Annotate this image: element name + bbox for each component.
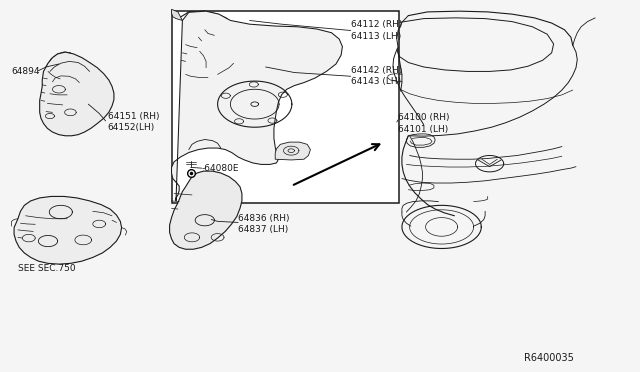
Text: 64894: 64894	[12, 67, 40, 76]
Text: 64836 (RH)
64837 (LH): 64836 (RH) 64837 (LH)	[238, 214, 289, 234]
Text: 64151 (RH)
64152(LH): 64151 (RH) 64152(LH)	[108, 112, 159, 132]
Polygon shape	[14, 196, 122, 264]
Polygon shape	[46, 52, 74, 71]
Text: 64142 (RH)
64143 (LH): 64142 (RH) 64143 (LH)	[351, 66, 402, 86]
Polygon shape	[172, 9, 182, 20]
Text: 64100 (RH)
64101 (LH): 64100 (RH) 64101 (LH)	[398, 113, 449, 134]
Polygon shape	[172, 11, 342, 201]
Text: -64080E: -64080E	[202, 164, 239, 173]
Text: SEE SEC.750: SEE SEC.750	[18, 264, 76, 273]
Text: 64112 (RH)
64113 (LH): 64112 (RH) 64113 (LH)	[351, 20, 402, 41]
Bar	[172, 11, 399, 203]
Polygon shape	[275, 142, 310, 160]
Text: R6400035: R6400035	[524, 353, 573, 363]
Polygon shape	[40, 52, 114, 136]
Polygon shape	[170, 171, 242, 249]
